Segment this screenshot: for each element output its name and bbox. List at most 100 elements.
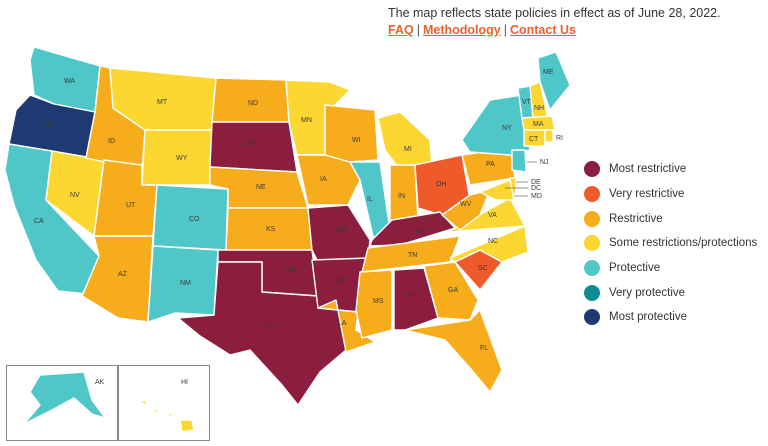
state-label-tn: TN (408, 252, 417, 259)
state-ri[interactable] (544, 129, 554, 143)
link-separator: | (416, 23, 420, 37)
state-label-ks: KS (266, 226, 276, 233)
state-wi[interactable] (324, 104, 379, 163)
state-md[interactable] (479, 179, 515, 201)
state-ct[interactable] (523, 129, 546, 147)
state-label-ok: OK (286, 267, 296, 274)
legend-label: Very restrictive (609, 188, 685, 201)
state-label-wv: WV (460, 201, 472, 208)
state-hi[interactable] (139, 399, 195, 433)
legend-item-most-restrictive[interactable]: Most restrictive (584, 157, 768, 182)
legend-swatch (584, 284, 600, 301)
state-label-mn: MN (301, 117, 312, 124)
state-label-md: MD (531, 193, 542, 200)
state-label-tx: TX (266, 324, 275, 331)
legend-swatch (584, 161, 600, 178)
state-ms[interactable] (355, 269, 393, 339)
legend-item-restrictive[interactable]: Restrictive (584, 206, 768, 231)
state-label-in: IN (398, 193, 405, 200)
state-sd[interactable] (209, 121, 298, 173)
legend-item-very-restrictive[interactable]: Very restrictive (584, 182, 768, 207)
legend-swatch (584, 235, 600, 252)
state-label-ak: AK (95, 379, 105, 386)
state-me[interactable] (537, 51, 571, 111)
header: The map reflects state policies in effec… (0, 4, 768, 44)
hawaii-inset (118, 365, 210, 441)
legend-swatch (584, 309, 600, 326)
state-label-ne: NE (256, 184, 266, 191)
state-label-nd: ND (248, 100, 258, 107)
state-label-nv: NV (70, 192, 80, 199)
state-label-pa: PA (486, 161, 495, 168)
state-label-ia: IA (320, 176, 327, 183)
legend-swatch (584, 210, 600, 227)
methodology-link[interactable]: Methodology (422, 23, 501, 37)
state-label-az: AZ (118, 271, 128, 278)
state-label-ar: AR (336, 277, 346, 284)
state-label-nj: NJ (540, 159, 549, 166)
state-ga[interactable] (423, 261, 479, 321)
state-label-id: ID (108, 138, 115, 145)
state-al[interactable] (393, 267, 439, 331)
state-label-ky: KY (416, 228, 426, 235)
policy-date-note: The map reflects state policies in effec… (388, 6, 721, 20)
state-label-ca: CA (34, 218, 44, 225)
faq-link[interactable]: FAQ (388, 23, 414, 37)
state-label-me: ME (543, 69, 554, 76)
legend-item-some-restrictions-protections[interactable]: Some restrictions/protections (584, 231, 768, 256)
legend-label: Most restrictive (609, 163, 687, 176)
state-label-sd: SD (246, 140, 256, 147)
state-label-sc: SC (478, 265, 488, 272)
state-label-de: DE (531, 179, 541, 186)
legend: Most restrictive Very restrictive Restri… (584, 157, 768, 330)
state-label-ny: NY (502, 125, 512, 132)
state-label-fl: FL (480, 345, 488, 352)
state-label-oh: OH (436, 181, 447, 188)
state-ny[interactable] (461, 94, 531, 156)
contact-us-link[interactable]: Contact Us (509, 23, 576, 37)
state-label-wy: WY (176, 155, 188, 162)
state-ma[interactable] (521, 115, 556, 131)
state-mi[interactable] (377, 111, 433, 171)
state-label-al: AL (406, 291, 415, 298)
state-label-mt: MT (157, 99, 168, 106)
legend-item-protective[interactable]: Protective (584, 256, 768, 281)
legend-label: Restrictive (609, 212, 663, 225)
state-label-ga: GA (448, 287, 458, 294)
state-label-dc: DC (531, 185, 541, 192)
state-label-nm: NM (180, 280, 191, 287)
legend-item-very-protective[interactable]: Very protective (584, 280, 768, 305)
state-label-ct: CT (529, 136, 539, 143)
state-label-wa: WA (64, 78, 75, 85)
state-fl[interactable] (404, 309, 503, 393)
legend-item-most-protective[interactable]: Most protective (584, 305, 768, 330)
state-label-ma: MA (533, 121, 544, 128)
state-ak[interactable] (23, 371, 106, 425)
state-label-nh: NH (534, 105, 544, 112)
state-nm[interactable] (147, 245, 219, 323)
state-label-il: IL (367, 196, 373, 203)
state-label-mi: MI (404, 146, 412, 153)
legend-label: Very protective (609, 286, 686, 299)
legend-label: Protective (609, 262, 661, 275)
link-separator: | (503, 23, 507, 37)
state-label-ri: RI (556, 135, 563, 142)
header-links: FAQ | Methodology | Contact Us (388, 23, 576, 37)
state-label-hi: HI (181, 379, 188, 386)
state-label-or: OR (44, 121, 55, 128)
state-label-vt: VT (522, 99, 532, 106)
state-label-mo: MO (336, 227, 348, 234)
state-wv[interactable] (441, 189, 491, 231)
legend-label: Some restrictions/protections (609, 237, 758, 250)
state-label-nc: NC (488, 238, 498, 245)
state-label-va: VA (488, 212, 497, 219)
state-label-ms: MS (373, 298, 384, 305)
state-nj[interactable] (511, 149, 527, 173)
state-label-co: CO (189, 216, 200, 223)
legend-swatch (584, 260, 600, 277)
state-label-ut: UT (126, 202, 136, 209)
state-tx[interactable] (177, 261, 347, 406)
legend-label: Most protective (609, 311, 687, 324)
state-label-wi: WI (352, 137, 361, 144)
